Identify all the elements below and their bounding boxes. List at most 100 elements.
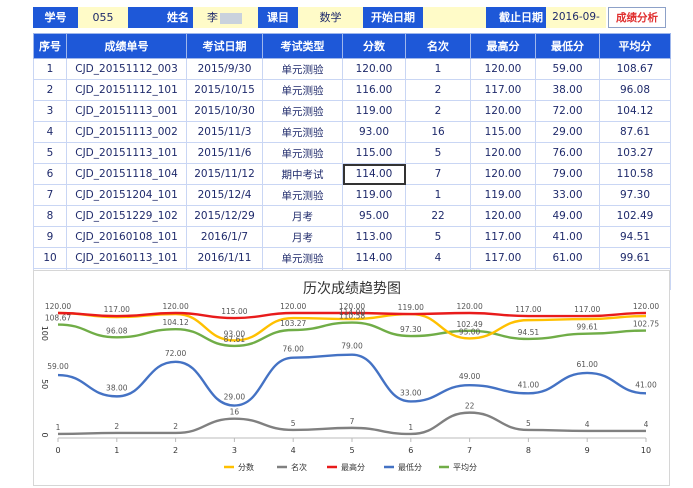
table-cell[interactable]: 72.00 (535, 100, 600, 122)
start-date-field[interactable] (423, 7, 486, 28)
table-row[interactable]: 6 CJD_20151118_104 2015/11/12 期中考试 114.00 7 12… (33, 163, 671, 185)
table-cell[interactable]: 93.00 (342, 121, 406, 143)
table-row[interactable]: 4 CJD_20151113_002 2015/11/3 单元测验 93.00 16 115… (33, 121, 671, 143)
table-cell[interactable]: 108.67 (599, 58, 671, 80)
table-cell[interactable]: 2015/9/30 (186, 58, 263, 80)
end-date-field[interactable]: 2016-09-12 (546, 7, 606, 44)
table-cell[interactable]: 单元测验 (262, 247, 343, 269)
table-cell[interactable]: 120.00 (470, 142, 536, 164)
table-cell[interactable]: 1 (33, 58, 67, 80)
table-cell[interactable]: 117.00 (470, 247, 536, 269)
table-cell[interactable]: CJD_20151113_101 (66, 142, 187, 164)
table-cell[interactable]: 2016/1/11 (186, 247, 263, 269)
table-cell[interactable]: 2 (405, 79, 471, 101)
table-cell[interactable]: 41.00 (535, 226, 600, 248)
table-row[interactable]: 10 CJD_20160113_101 2016/1/11 单元测验 114.00 4 11… (33, 247, 671, 269)
table-cell[interactable]: CJD_20151113_002 (66, 121, 187, 143)
table-cell[interactable]: 79.00 (535, 163, 600, 185)
table-cell[interactable]: 119.00 (342, 100, 406, 122)
column-header[interactable]: 名次 (405, 33, 471, 59)
table-cell[interactable]: 120.00 (470, 100, 536, 122)
analyze-button[interactable]: 成绩分析 (608, 7, 666, 28)
table-cell[interactable]: 120.00 (342, 58, 406, 80)
name-field[interactable]: 李 (193, 7, 258, 28)
table-cell[interactable]: CJD_20151113_001 (66, 100, 187, 122)
column-header[interactable]: 分数 (342, 33, 406, 59)
table-cell[interactable]: CJD_20160108_101 (66, 226, 187, 248)
table-cell[interactable]: 116.00 (342, 79, 406, 101)
table-cell[interactable]: 3 (33, 100, 67, 122)
table-cell[interactable]: 6 (33, 163, 67, 185)
table-cell[interactable]: 104.12 (599, 100, 671, 122)
table-cell[interactable]: 120.00 (470, 163, 536, 185)
table-cell[interactable]: 月考 (262, 205, 343, 227)
table-cell[interactable]: 2 (405, 100, 471, 122)
table-cell[interactable]: 103.27 (599, 142, 671, 164)
table-row[interactable]: 3 CJD_20151113_001 2015/10/30 单元测验 119.00 2 12… (33, 100, 671, 122)
table-cell[interactable]: 2015/10/30 (186, 100, 263, 122)
table-cell[interactable]: 单元测验 (262, 58, 343, 80)
table-cell[interactable]: 8 (33, 205, 67, 227)
table-cell[interactable]: 5 (405, 226, 471, 248)
table-cell[interactable]: CJD_20151118_104 (66, 163, 187, 185)
table-cell[interactable]: 单元测验 (262, 184, 343, 206)
table-cell[interactable]: 99.61 (599, 247, 671, 269)
table-cell[interactable]: 2015/11/6 (186, 142, 263, 164)
table-cell[interactable]: 120.00 (470, 58, 536, 80)
table-cell[interactable]: 16 (405, 121, 471, 143)
table-row[interactable]: 5 CJD_20151113_101 2015/11/6 单元测验 115.00 5 120… (33, 142, 671, 164)
table-cell[interactable]: 87.61 (599, 121, 671, 143)
table-cell[interactable]: 2015/11/3 (186, 121, 263, 143)
column-header[interactable]: 序号 (33, 33, 67, 59)
table-cell[interactable]: 95.00 (342, 205, 406, 227)
table-cell[interactable]: 2015/12/29 (186, 205, 263, 227)
table-cell[interactable]: 119.00 (342, 184, 406, 206)
table-cell[interactable]: 5 (33, 142, 67, 164)
table-cell[interactable]: 115.00 (342, 142, 406, 164)
table-cell[interactable]: 114.00 (342, 163, 406, 185)
table-cell[interactable]: CJD_20160113_101 (66, 247, 187, 269)
table-cell[interactable]: 29.00 (535, 121, 600, 143)
table-cell[interactable]: 月考 (262, 226, 343, 248)
table-cell[interactable]: 113.00 (342, 226, 406, 248)
table-row[interactable]: 2 CJD_20151112_101 2015/10/15 单元测验 116.00 2 11… (33, 79, 671, 101)
table-cell[interactable]: CJD_20151204_101 (66, 184, 187, 206)
table-cell[interactable]: 97.30 (599, 184, 671, 206)
table-cell[interactable]: 114.00 (342, 247, 406, 269)
table-cell[interactable]: 9 (33, 226, 67, 248)
table-cell[interactable]: 22 (405, 205, 471, 227)
table-cell[interactable]: 117.00 (470, 226, 536, 248)
table-cell[interactable]: 单元测验 (262, 100, 343, 122)
table-cell[interactable]: 102.49 (599, 205, 671, 227)
table-cell[interactable]: 110.58 (599, 163, 671, 185)
column-header[interactable]: 最高分 (470, 33, 536, 59)
table-cell[interactable]: 单元测验 (262, 142, 343, 164)
table-cell[interactable]: 38.00 (535, 79, 600, 101)
table-cell[interactable]: 2015/10/15 (186, 79, 263, 101)
table-cell[interactable]: CJD_20151229_102 (66, 205, 187, 227)
table-cell[interactable]: CJD_20151112_003 (66, 58, 187, 80)
table-cell[interactable]: 单元测验 (262, 121, 343, 143)
table-cell[interactable]: 5 (405, 142, 471, 164)
column-header[interactable]: 考试日期 (186, 33, 263, 59)
column-header[interactable]: 成绩单号 (66, 33, 187, 59)
table-cell[interactable]: 120.00 (470, 205, 536, 227)
table-cell[interactable]: 4 (405, 247, 471, 269)
table-cell[interactable]: 49.00 (535, 205, 600, 227)
table-cell[interactable]: 119.00 (470, 184, 536, 206)
table-cell[interactable]: 1 (405, 184, 471, 206)
table-cell[interactable]: 期中考试 (262, 163, 343, 185)
table-cell[interactable]: 4 (33, 121, 67, 143)
table-cell[interactable]: 59.00 (535, 58, 600, 80)
table-cell[interactable]: 117.00 (470, 79, 536, 101)
subject-field[interactable]: 数学 (298, 7, 363, 28)
table-cell[interactable]: 61.00 (535, 247, 600, 269)
table-cell[interactable]: 10 (33, 247, 67, 269)
table-cell[interactable]: 7 (33, 184, 67, 206)
table-cell[interactable]: 单元测验 (262, 79, 343, 101)
table-cell[interactable]: 1 (405, 58, 471, 80)
table-cell[interactable]: 96.08 (599, 79, 671, 101)
student-id-field[interactable]: 055 (78, 7, 128, 28)
table-cell[interactable]: 33.00 (535, 184, 600, 206)
table-row[interactable]: 8 CJD_20151229_102 2015/12/29 月考 95.00 22 120.… (33, 205, 671, 227)
